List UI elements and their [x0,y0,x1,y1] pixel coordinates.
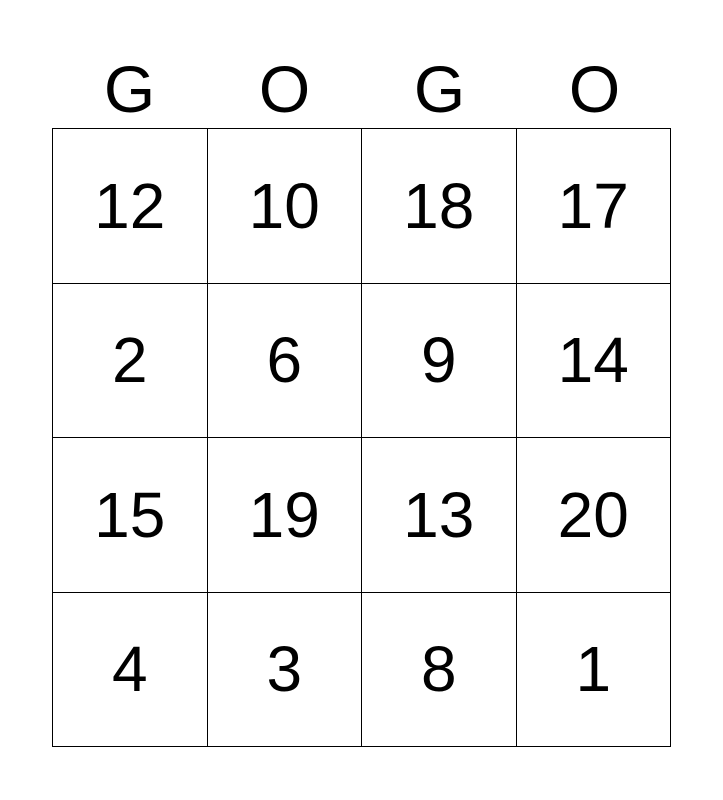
header-letter: G [103,52,156,126]
bingo-cell: 6 [207,283,362,438]
bingo-cell: 18 [362,129,517,284]
bingo-cell: 14 [516,283,671,438]
header-letter: O [258,52,311,126]
bingo-cell: 4 [53,592,208,747]
bingo-cell: 10 [207,129,362,284]
bingo-cell: 12 [53,129,208,284]
bingo-cell: 20 [516,438,671,593]
bingo-grid: 12 10 18 17 2 6 9 14 15 19 13 20 4 3 8 1 [52,128,671,747]
bingo-cell: 15 [53,438,208,593]
bingo-cell: 8 [362,592,517,747]
bingo-cell: 3 [207,592,362,747]
bingo-cell: 13 [362,438,517,593]
bingo-cell: 1 [516,592,671,747]
header-letter: O [568,52,621,126]
bingo-cell: 2 [53,283,208,438]
bingo-cell: 9 [362,283,517,438]
bingo-header: G O G O [52,50,672,128]
bingo-cell: 19 [207,438,362,593]
bingo-cell: 17 [516,129,671,284]
header-letter: G [413,52,466,126]
